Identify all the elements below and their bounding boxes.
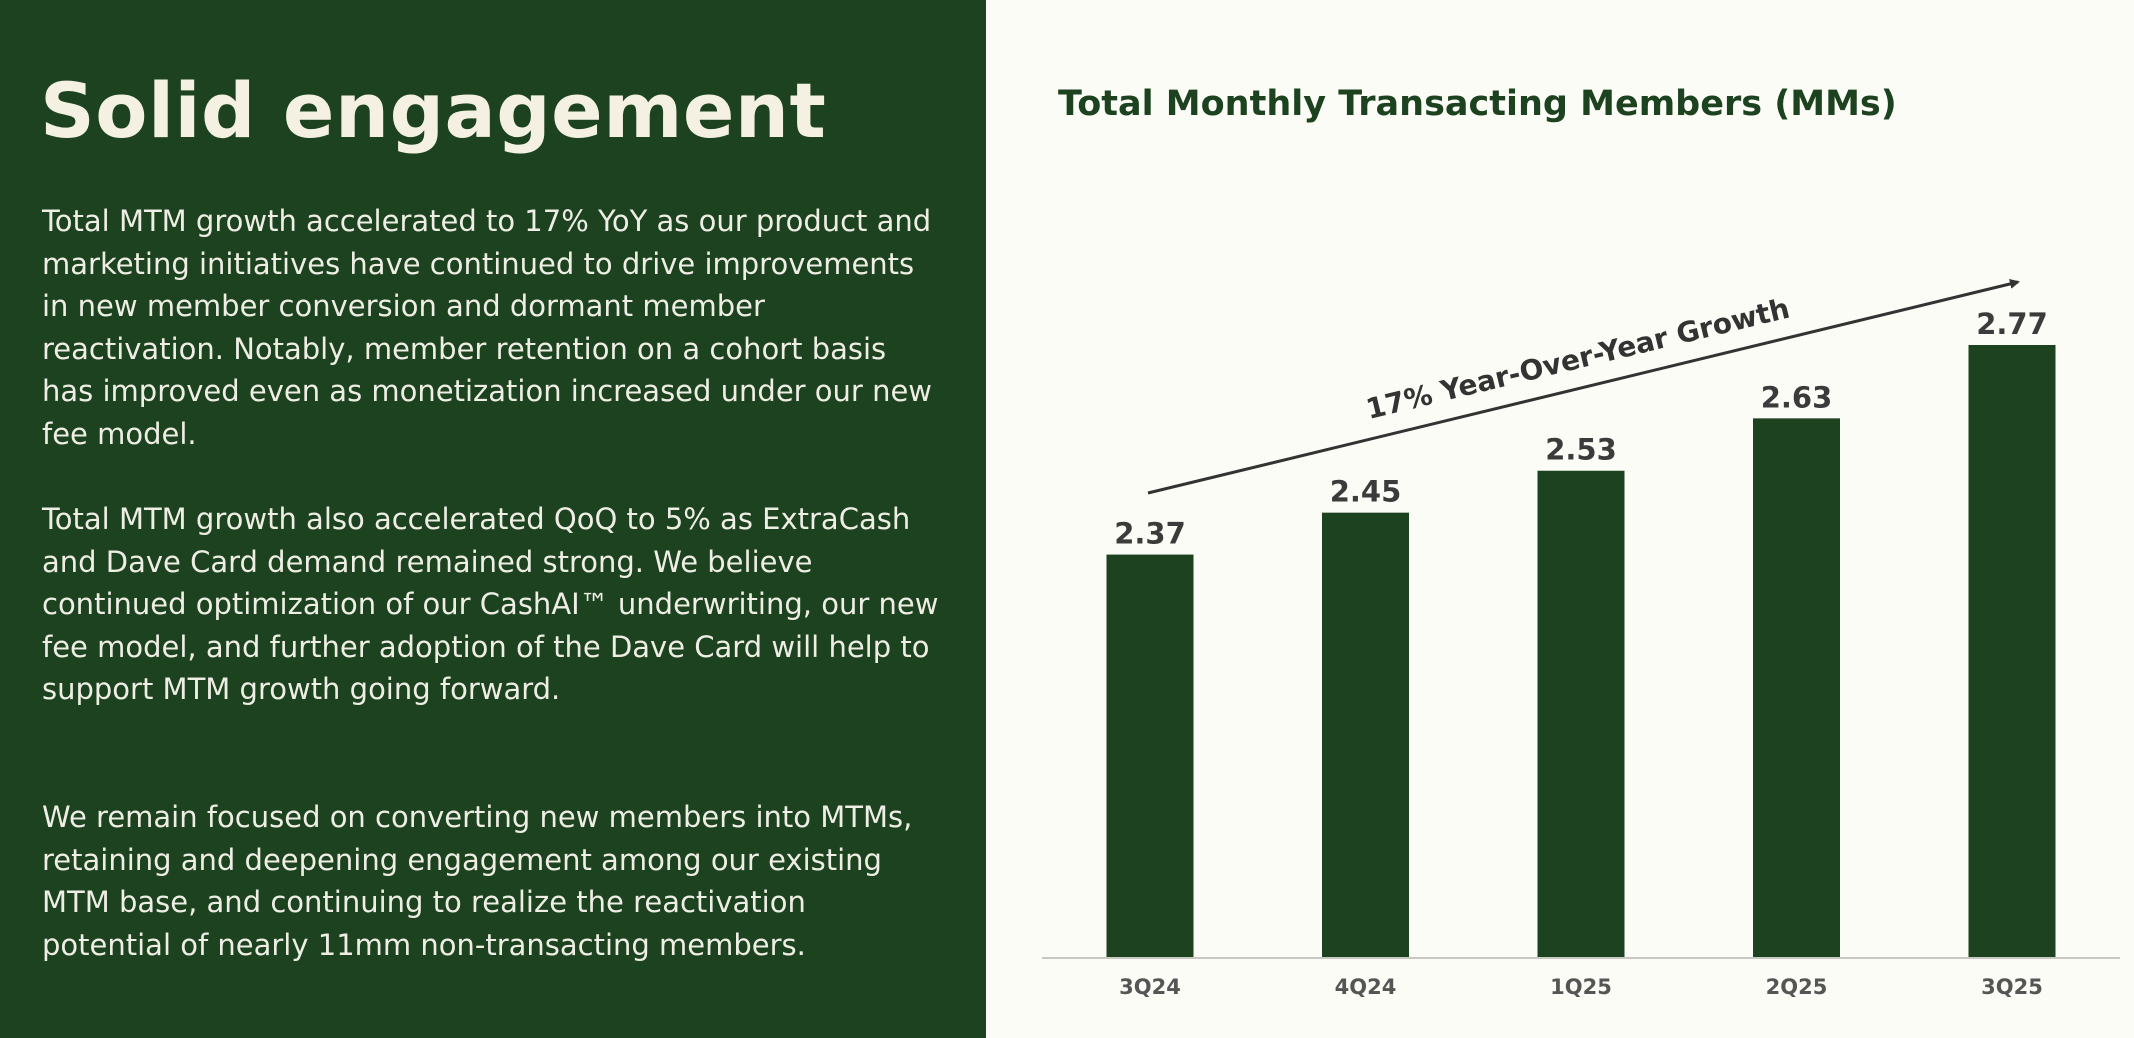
data-label-4q24: 2.45 xyxy=(1330,475,1402,509)
growth-trend-arrow xyxy=(1147,279,2020,495)
bar-4q24 xyxy=(1322,512,1409,958)
data-label-1q25: 2.53 xyxy=(1545,433,1617,467)
tick-label-1q25: 1Q25 xyxy=(1550,975,1612,999)
bar-3q25 xyxy=(1968,345,2056,958)
data-label-2q25: 2.63 xyxy=(1761,380,1833,414)
paragraph-mtm-growth: Total MTM growth accelerated to 17% YoY … xyxy=(42,204,933,451)
headline: Solid engagement xyxy=(40,66,827,155)
text-panel: Solid engagement Total MTM growth accele… xyxy=(0,0,986,1038)
bar-2q25 xyxy=(1753,418,1840,958)
paragraph-focus: We remain focused on converting new memb… xyxy=(42,800,913,962)
tick-label-2q25: 2Q25 xyxy=(1766,975,1828,999)
data-label-3q25: 2.77 xyxy=(1976,307,2048,341)
bars-group xyxy=(1106,345,2056,958)
bar-3q24 xyxy=(1106,554,1194,958)
paragraph-qoq-growth: Total MTM growth also accelerated QoQ to… xyxy=(42,502,939,706)
data-label-3q24: 2.37 xyxy=(1114,517,1186,551)
tick-label-3q24: 3Q24 xyxy=(1119,975,1181,999)
x-tick-labels-group: 3Q24 4Q24 1Q25 2Q25 3Q25 xyxy=(1119,975,2043,999)
bar-1q25 xyxy=(1537,470,1625,958)
data-labels-group: 2.37 2.45 2.53 2.63 2.77 xyxy=(1114,307,2048,551)
tick-label-4q24: 4Q24 xyxy=(1335,975,1397,999)
tick-label-3q25: 3Q25 xyxy=(1981,975,2043,999)
chart-title: Total Monthly Transacting Members (MMs) xyxy=(1058,84,1897,124)
growth-annotation: 17% Year-Over-Year Growth xyxy=(1363,292,1793,426)
